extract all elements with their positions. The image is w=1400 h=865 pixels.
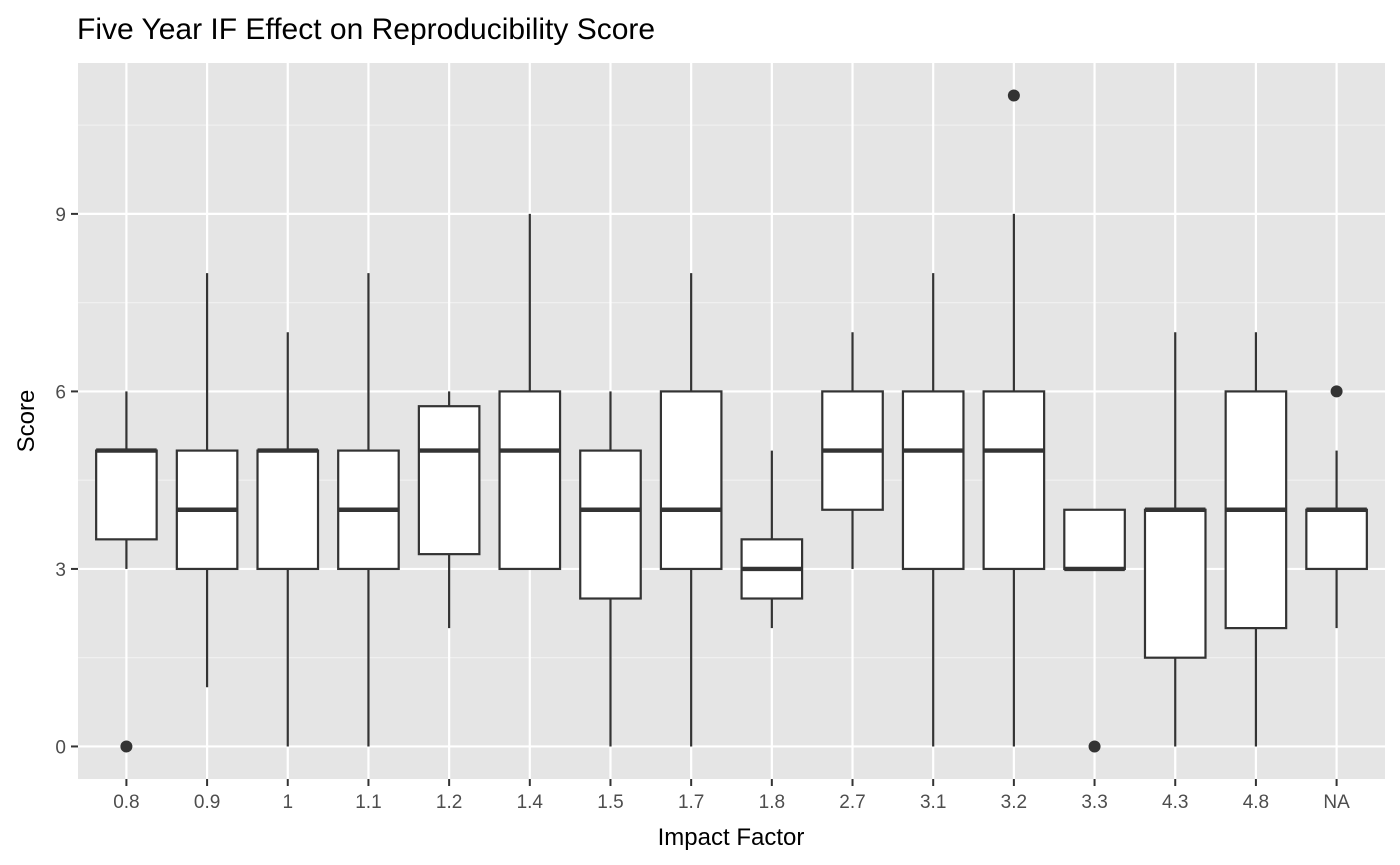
x-tick-label: 1	[282, 792, 293, 813]
y-tick-label: 6	[55, 382, 66, 403]
x-tick-label: 0.9	[194, 792, 220, 813]
box-iqr	[256, 449, 320, 571]
box-4.3	[1143, 332, 1207, 747]
box-iqr	[579, 449, 642, 600]
box-2.7	[821, 332, 884, 569]
x-tick-label: 1.2	[436, 792, 462, 813]
box-0.9	[175, 273, 239, 688]
box-1.7	[659, 273, 723, 747]
box-iqr	[659, 390, 723, 571]
x-tick-label: 4.8	[1243, 792, 1269, 813]
box-iqr	[1305, 508, 1368, 571]
box-1.1	[337, 273, 400, 747]
plot-panel	[78, 63, 1385, 779]
x-axis-title: Impact Factor	[658, 824, 805, 851]
outlier-point	[120, 740, 133, 753]
axes: 0 3 6 9 0.8 0.9 1 1.1 1.2 1.4 1.5 1.7 1.8 2.7 3.1 3.2 3.…	[55, 205, 1350, 813]
box-0.8	[95, 391, 158, 753]
y-tick-label: 3	[55, 560, 66, 581]
x-tick-label: 0.8	[113, 792, 139, 813]
box-iqr	[982, 390, 1046, 571]
x-tick-label: 2.7	[839, 792, 865, 813]
x-tick-label: 1.4	[517, 792, 544, 813]
box-iqr	[498, 390, 562, 571]
x-tick-label: 1.1	[355, 792, 381, 813]
box-1.4	[498, 213, 562, 571]
box-1.2	[417, 391, 481, 629]
box-NA	[1305, 385, 1368, 629]
x-tick-label: 3.2	[1001, 792, 1027, 813]
x-tick-label: 1.5	[597, 792, 623, 813]
x-tick-label: 3.1	[920, 792, 946, 813]
outlier-point	[1007, 89, 1020, 102]
box-3.2	[982, 89, 1046, 747]
outlier-point	[1330, 385, 1343, 398]
box-1.5	[579, 391, 642, 747]
box-iqr	[901, 390, 965, 571]
chart-title: Five Year IF Effect on Reproducibility S…	[77, 13, 655, 46]
y-tick-label: 0	[55, 737, 66, 758]
box-series	[95, 89, 1368, 753]
x-tick-label: NA	[1323, 792, 1350, 813]
box-3.3	[1063, 508, 1126, 753]
x-tick-label: 1.8	[759, 792, 785, 813]
box-iqr	[417, 405, 481, 556]
box-3.1	[901, 273, 965, 747]
box-4.8	[1224, 332, 1288, 747]
box-iqr	[95, 449, 158, 541]
outlier-point	[1088, 740, 1101, 753]
box-iqr	[1143, 508, 1207, 659]
y-tick-label: 9	[55, 205, 66, 226]
box-1.8	[740, 450, 804, 629]
x-tick-label: 1.7	[678, 792, 704, 813]
x-tick-label: 3.3	[1081, 792, 1107, 813]
box-1	[256, 332, 320, 747]
box-iqr	[1063, 508, 1126, 571]
x-tick-label: 4.3	[1162, 792, 1188, 813]
y-axis-title: Score	[13, 390, 40, 453]
